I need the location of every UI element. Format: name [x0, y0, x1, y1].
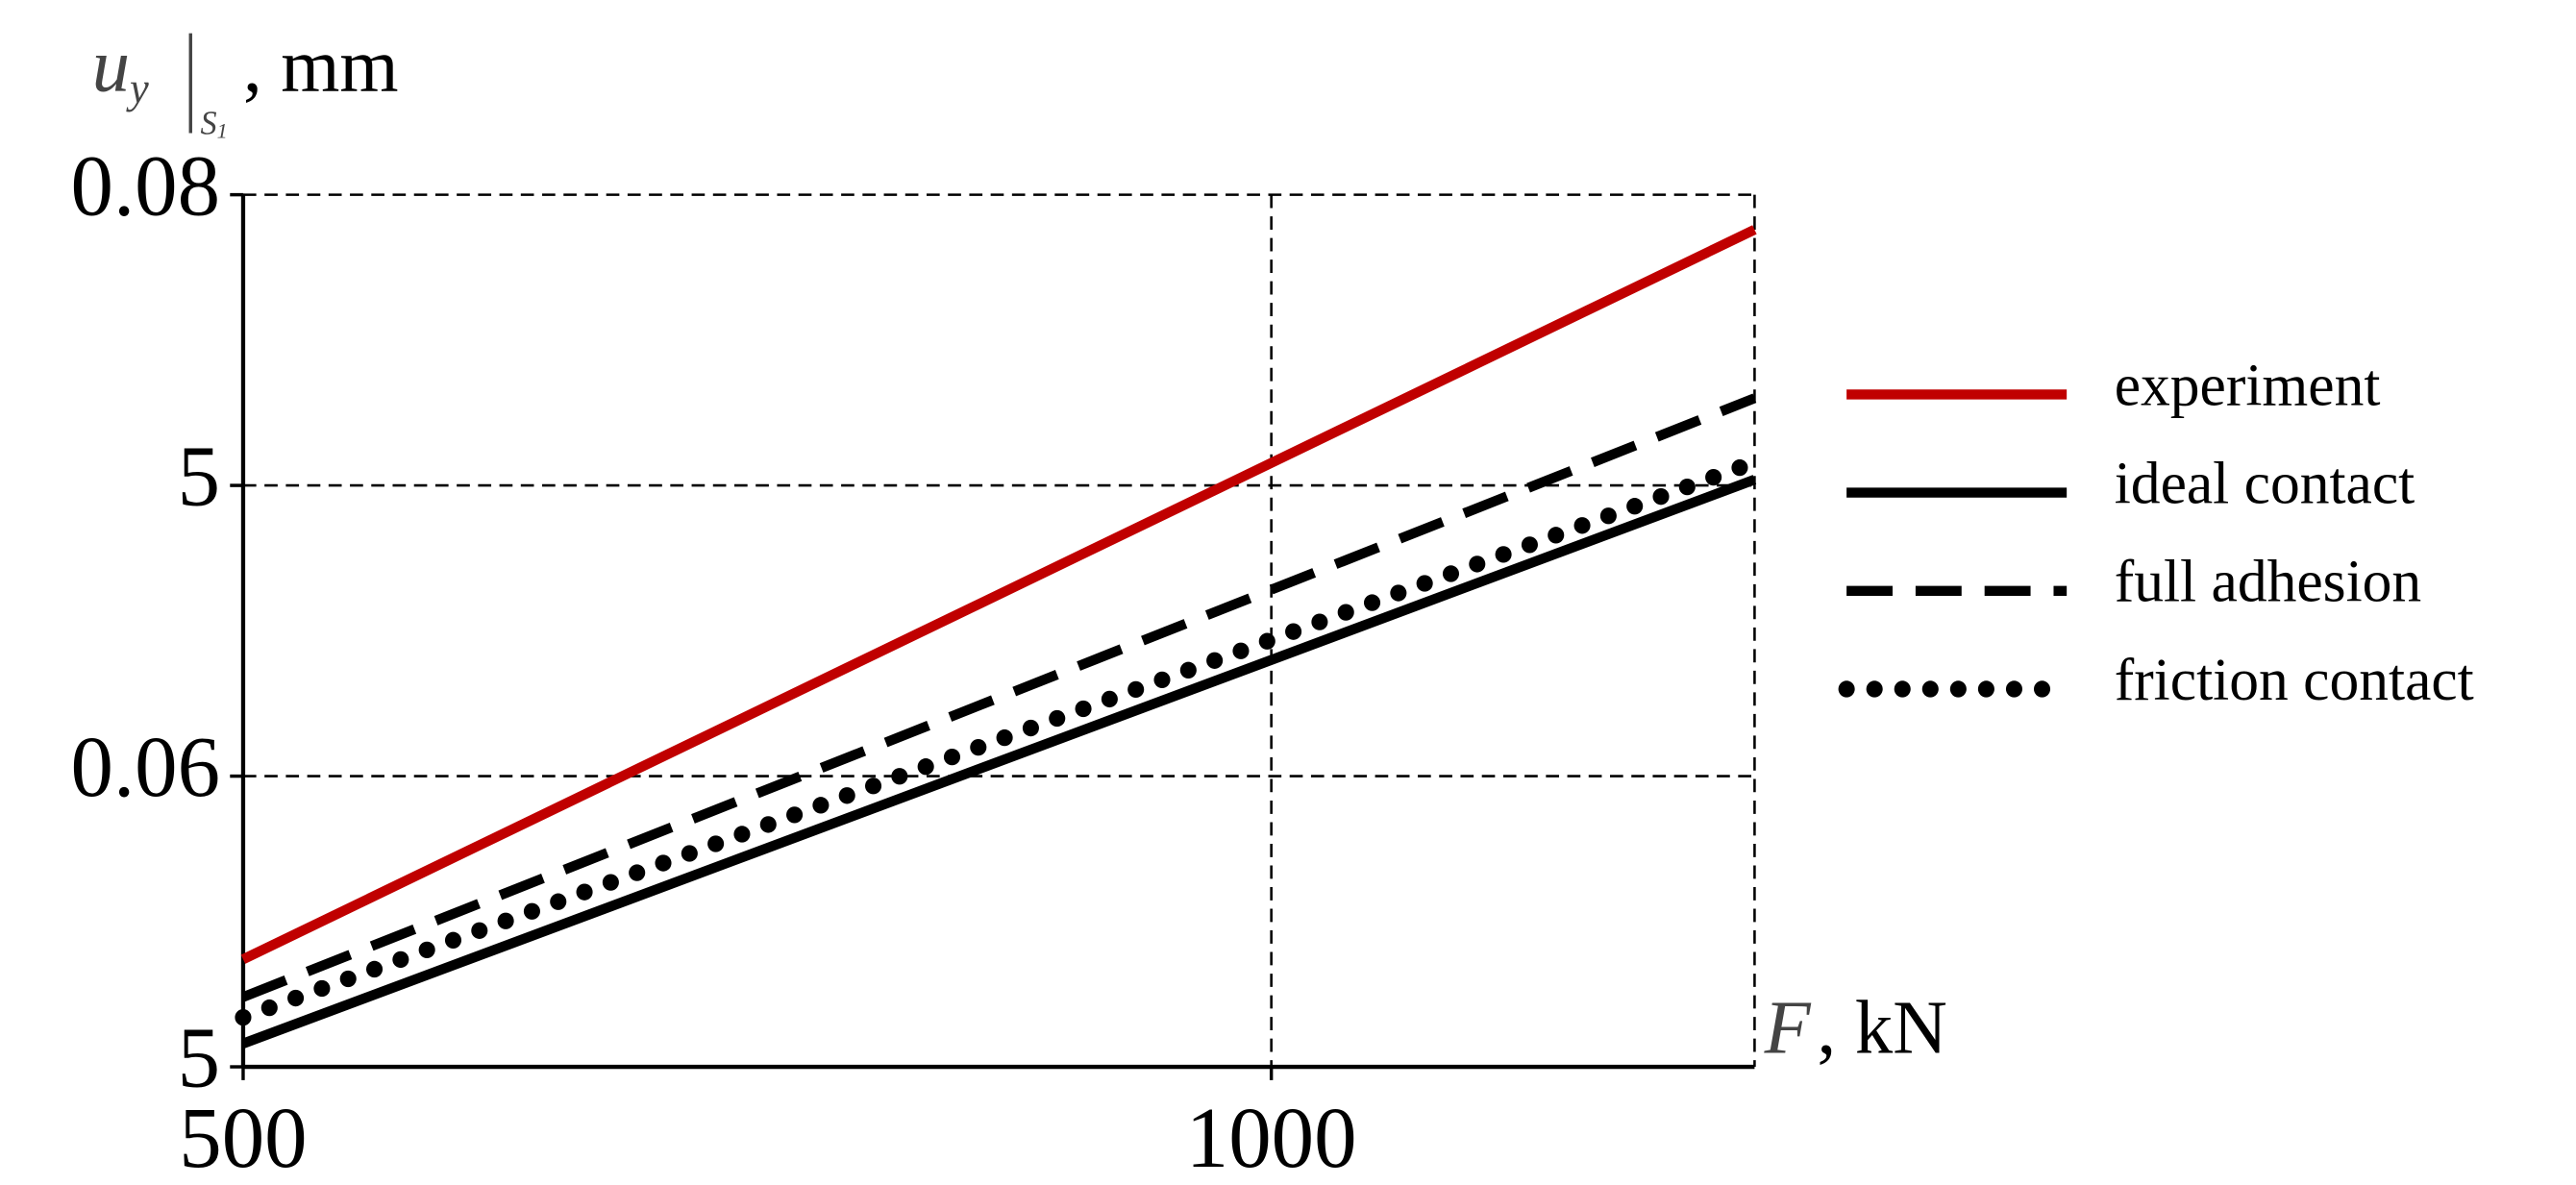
- eval-symbol: S: [201, 105, 217, 141]
- series-line: [241, 393, 1757, 1002]
- x-unit: , kN: [1818, 985, 1947, 1071]
- eval-sub: 1: [217, 119, 228, 143]
- y-tick-label: 0.08: [71, 138, 221, 235]
- legend-label: ideal contact: [2115, 451, 2415, 516]
- y-unit: , mm: [243, 23, 399, 109]
- series-line: [241, 475, 1757, 1049]
- legend-label: full adhesion: [2115, 549, 2422, 614]
- eval-label: S1: [201, 105, 228, 142]
- legend-label: experiment: [2115, 353, 2381, 418]
- x-tick-label: 1000: [1186, 1090, 1357, 1185]
- y-sub: y: [126, 64, 149, 112]
- legend-label: friction contact: [2115, 647, 2474, 712]
- y-tick-label: 5: [178, 429, 220, 525]
- y-symbol: u: [92, 23, 130, 109]
- y-axis-label: uy: [92, 23, 149, 112]
- y-tick-label: 0.06: [71, 720, 221, 816]
- series-line: [235, 454, 1763, 1026]
- series-line: [240, 225, 1757, 964]
- x-tick-label: 500: [179, 1090, 307, 1185]
- y-tick-label: 5: [178, 1010, 220, 1106]
- x-axis-label: F, kN: [1764, 985, 1947, 1071]
- x-symbol: F: [1764, 985, 1812, 1071]
